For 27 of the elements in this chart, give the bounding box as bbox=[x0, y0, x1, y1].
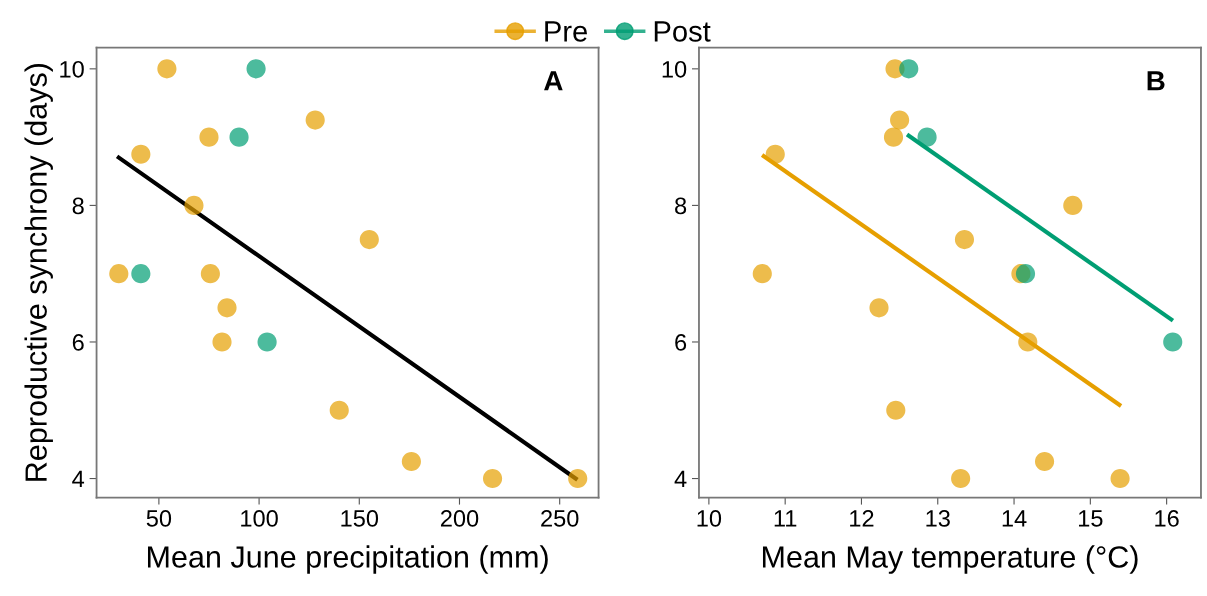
x-tick-label: 12 bbox=[850, 510, 874, 527]
annotation: B bbox=[1147, 71, 1165, 91]
x-tick-label: 16 bbox=[1155, 510, 1179, 527]
y-tick-label: 6 bbox=[675, 334, 687, 351]
x-tick-label: 13 bbox=[926, 510, 950, 527]
y-tick-label: 4 bbox=[72, 470, 85, 488]
x-tick-label: 14 bbox=[1002, 510, 1027, 527]
y-tick-label: 8 bbox=[72, 197, 84, 215]
x-tick-label: 10 bbox=[697, 510, 722, 527]
x-tick-label: 250 bbox=[541, 510, 579, 527]
y-axis-title: Reproductive synchrony (days) bbox=[24, 63, 53, 481]
y-tick-label: 6 bbox=[72, 334, 84, 351]
x-tick-label: 50 bbox=[146, 510, 172, 527]
legend-label: Pre bbox=[545, 21, 587, 42]
legend-label: Post bbox=[654, 21, 711, 42]
y-tick-label: 10 bbox=[662, 60, 687, 78]
y-tick-label: 10 bbox=[60, 60, 84, 78]
x-axis-title: Mean June precipitation (mm) bbox=[148, 545, 548, 574]
x-tick-label: 15 bbox=[1079, 510, 1103, 527]
x-tick-label: 150 bbox=[341, 510, 379, 527]
x-tick-label: 200 bbox=[440, 510, 479, 527]
x-tick-label: 100 bbox=[241, 510, 278, 527]
x-tick-label: 11 bbox=[774, 510, 797, 527]
y-tick-label: 4 bbox=[674, 470, 687, 488]
annotation: A bbox=[544, 71, 563, 91]
x-axis-title: Mean May temperature (°C) bbox=[762, 545, 1138, 574]
y-tick-label: 8 bbox=[675, 197, 687, 215]
